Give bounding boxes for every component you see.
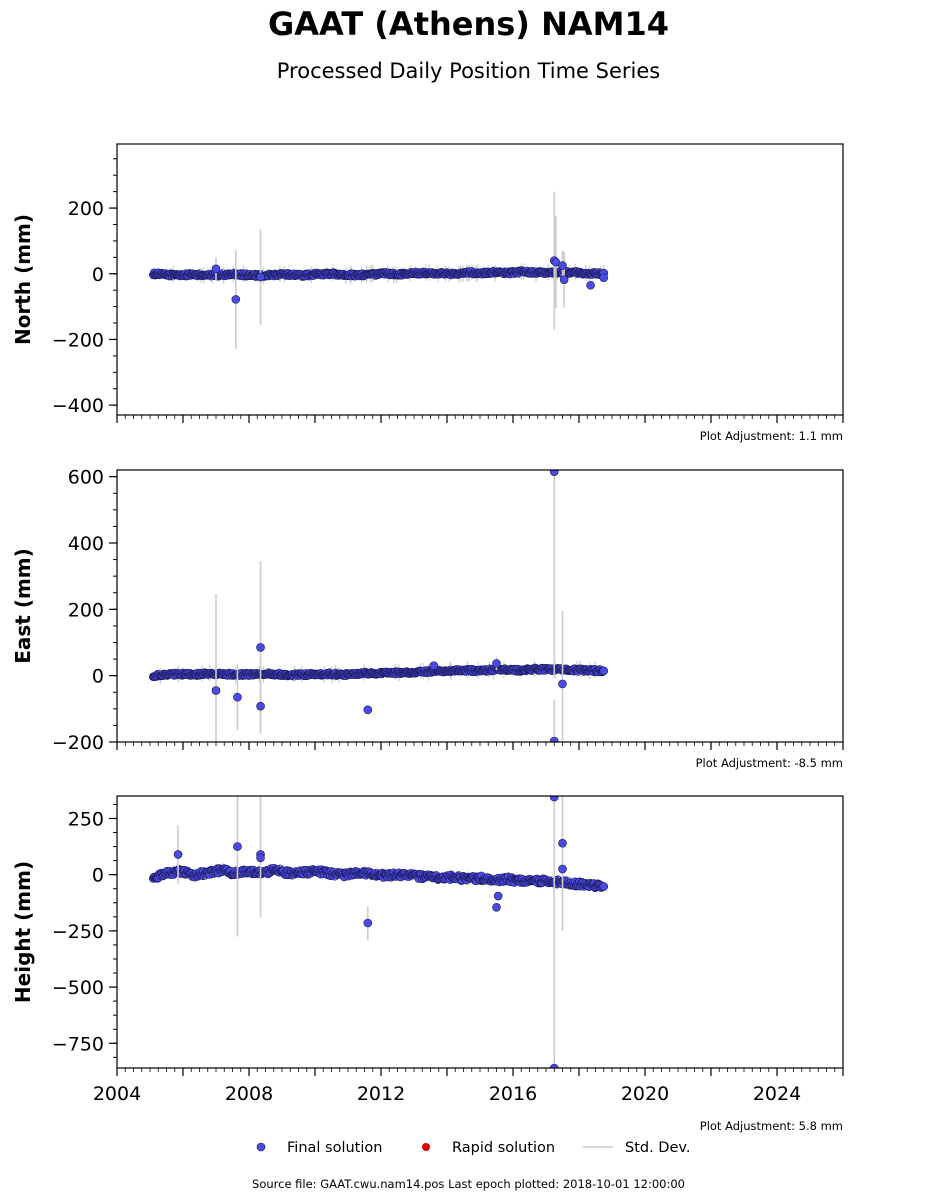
y-tick-label: 0 xyxy=(92,264,104,286)
legend: Final solution Rapid solution Std. Dev. xyxy=(256,1140,690,1156)
plot-area-east xyxy=(149,470,609,742)
data-point xyxy=(599,666,609,676)
x-tick-label: 2020 xyxy=(621,1083,669,1105)
outlier-point xyxy=(586,280,595,290)
outlier-point xyxy=(599,273,609,282)
outlier-point xyxy=(549,1063,559,1068)
y-tick-label: −750 xyxy=(52,1033,104,1055)
plot-area-height xyxy=(149,796,609,1068)
legend-rapid-label: Rapid solution xyxy=(452,1140,555,1156)
outlier-point xyxy=(493,891,503,901)
y-tick-label: −200 xyxy=(52,732,104,754)
outlier-point xyxy=(256,272,265,282)
x-tick-label: 2024 xyxy=(753,1083,801,1105)
outlier-point xyxy=(233,692,242,702)
y-tick-label: 400 xyxy=(68,533,104,555)
legend-final-label: Final solution xyxy=(287,1140,382,1156)
plot-adjustment-label: Plot Adjustment: -8.5 mm xyxy=(696,756,843,770)
y-tick-label: 0 xyxy=(92,865,104,887)
y-axis-label: Height (mm) xyxy=(11,861,35,1003)
outlier-point xyxy=(211,264,221,274)
outlier-point xyxy=(231,295,241,304)
panel-height: 250 0 −250 −500 −750 2004 2008 2012 2016 2020 2024… xyxy=(11,795,844,1133)
y-tick-label: 200 xyxy=(68,198,104,220)
y-tick-label: −500 xyxy=(52,977,104,999)
data-point xyxy=(599,882,609,891)
outlier-point xyxy=(558,261,567,270)
outlier-point xyxy=(256,643,265,652)
y-tick-label: −250 xyxy=(52,921,104,943)
legend-std-label: Std. Dev. xyxy=(625,1140,690,1156)
y-tick-label: 600 xyxy=(68,467,104,489)
plot-panels: 200 0 −200 −400 North (mm) Plot Adjustment: 1… xyxy=(11,143,844,1133)
y-axis-label: East (mm) xyxy=(11,548,35,664)
y-tick-label: 200 xyxy=(68,599,104,621)
outlier-point xyxy=(558,838,567,848)
chart-subtitle: Processed Daily Position Time Series xyxy=(277,59,661,83)
panel-east: 600 400 200 0 −200 East (mm) Plot Adjustment: … xyxy=(11,467,844,770)
x-tick-label: 2008 xyxy=(225,1083,273,1105)
legend-rapid-marker xyxy=(422,1143,430,1151)
plot-adjustment-label: Plot Adjustment: 5.8 mm xyxy=(700,1119,843,1133)
source-footer: Source file: GAAT.cwu.nam14.pos Last epo… xyxy=(252,1177,685,1191)
plot-frame xyxy=(116,795,844,1069)
y-tick-label: −400 xyxy=(52,395,104,417)
outlier-point xyxy=(492,659,501,668)
outlier-point xyxy=(492,902,501,912)
x-tick-label: 2004 xyxy=(93,1083,141,1105)
legend-final-marker xyxy=(256,1142,266,1152)
outlier-point xyxy=(549,796,559,802)
outlier-point xyxy=(256,853,265,863)
outlier-point xyxy=(173,850,183,859)
outlier-point xyxy=(233,842,242,851)
plot-adjustment-label: Plot Adjustment: 1.1 mm xyxy=(700,429,843,443)
y-axis-label: North (mm) xyxy=(11,214,35,345)
outlier-point xyxy=(256,701,265,711)
plot-frame xyxy=(116,469,844,743)
outlier-point xyxy=(363,918,373,928)
outlier-point xyxy=(211,686,221,695)
x-tick-label: 2012 xyxy=(357,1083,405,1105)
outlier-point xyxy=(429,661,439,671)
outlier-point xyxy=(558,679,567,689)
outlier-point xyxy=(549,736,559,742)
outlier-point xyxy=(549,470,559,476)
outlier-point xyxy=(558,864,567,874)
y-tick-label: −200 xyxy=(52,329,104,351)
y-tick-label: 0 xyxy=(92,666,104,688)
panel-north: 200 0 −200 −400 North (mm) Plot Adjustment: 1… xyxy=(11,143,844,443)
y-tick-label: 250 xyxy=(68,808,104,830)
chart-title: GAAT (Athens) NAM14 xyxy=(268,5,669,43)
x-tick-label: 2016 xyxy=(489,1083,537,1105)
plot-area-north xyxy=(149,191,609,349)
outlier-point xyxy=(559,275,569,284)
outlier-point xyxy=(363,705,373,715)
